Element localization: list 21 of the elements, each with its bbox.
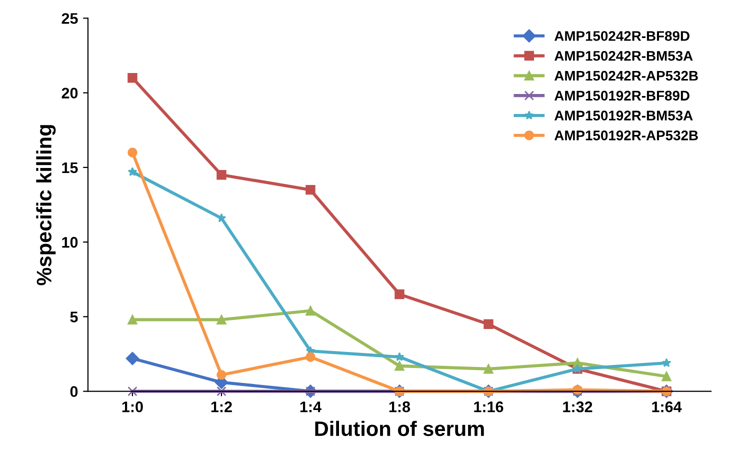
y-tick-label: 15 (62, 162, 78, 174)
y-tick-label: 5 (70, 312, 78, 322)
x-tick-label: 1:2 (211, 401, 232, 412)
legend-label: AMP150192R-AP532B (554, 130, 698, 140)
y-tick-label: 10 (62, 236, 78, 248)
y-tick-label: 25 (62, 13, 78, 24)
y-axis-title: %specific killing (36, 125, 56, 286)
x-tick-label: 1:4 (300, 402, 322, 412)
legend-label: AMP150192R-BF89D (554, 90, 690, 101)
x-tick-label: 1:16 (474, 401, 504, 412)
x-axis-title: Dilution of serum (315, 420, 484, 436)
x-tick-label: 1:8 (389, 401, 410, 412)
y-tick-label: 0 (70, 386, 78, 397)
y-tick-label: 20 (62, 88, 78, 99)
x-tick-label: 1:0 (122, 401, 143, 412)
x-tick-label: 1:64 (652, 401, 682, 412)
legend-label: AMP150242R-BM53A (554, 50, 693, 61)
x-tick-label: 1:32 (563, 401, 592, 412)
legend-label: AMP150192R-BM53A (554, 110, 693, 120)
legend-label: AMP150242R-AP532B (554, 70, 698, 81)
legend-label: AMP150242R-BF89D (554, 31, 690, 41)
